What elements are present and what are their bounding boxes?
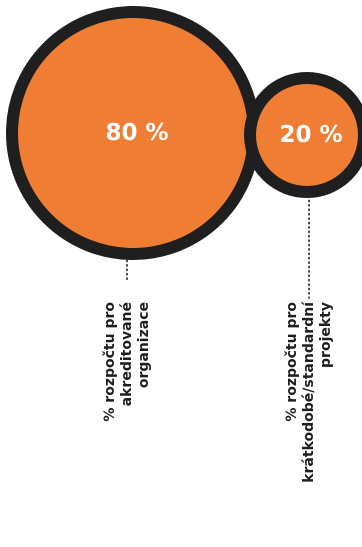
category-label-akreditovane: % rozpočtu pro akreditované organizace bbox=[102, 302, 152, 422]
bubble-20-value: 20 % bbox=[279, 122, 342, 148]
category-label-20-line-2: krátkodobé/standardní bbox=[301, 301, 317, 483]
bubble-20 bbox=[244, 72, 362, 198]
category-label-80-line-3: organizace bbox=[136, 302, 152, 388]
bubble-80-value: 80 % bbox=[105, 120, 168, 146]
category-label-kratkodobe: % rozpočtu pro krátkodobé/standardní pro… bbox=[284, 301, 334, 483]
category-label-80-line-2: akreditované bbox=[119, 302, 135, 406]
category-label-20-line-3: projekty bbox=[318, 302, 334, 368]
category-label-20-line-1: % rozpočtu pro bbox=[284, 302, 300, 422]
category-label-80-line-1: % rozpočtu pro bbox=[102, 302, 118, 422]
